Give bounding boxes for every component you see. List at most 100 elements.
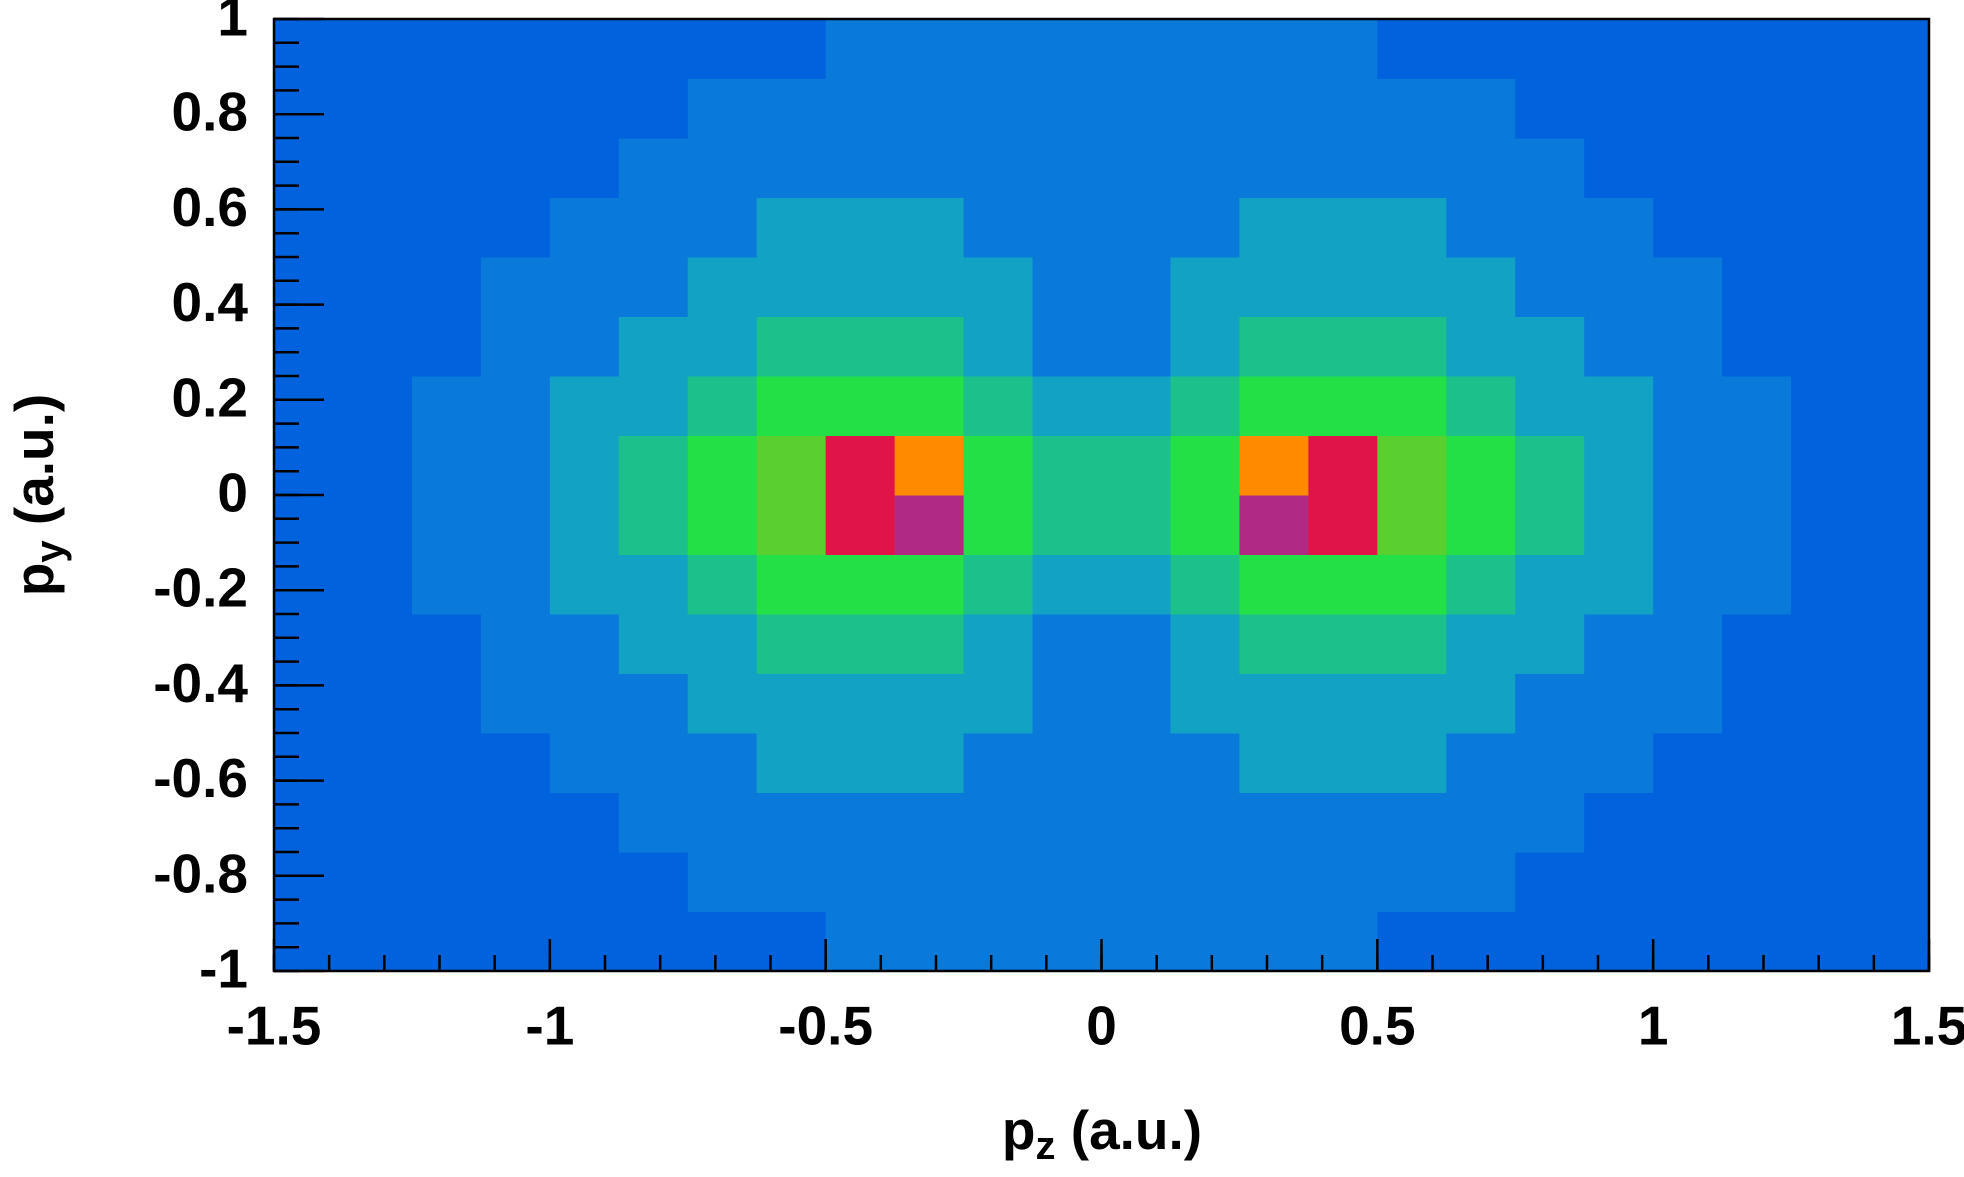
heatmap-cell (1722, 614, 1792, 674)
heatmap-cell (549, 435, 620, 496)
heatmap-cell (342, 197, 413, 258)
heatmap-cell (1101, 78, 1171, 139)
heatmap-cell (1791, 435, 1861, 496)
heatmap-cell (1515, 257, 1585, 317)
heatmap-cell (618, 78, 689, 139)
heatmap-cell (1722, 852, 1792, 912)
heatmap-cell (274, 495, 344, 555)
heatmap-cell (894, 673, 965, 734)
heatmap-cell (894, 733, 965, 793)
heatmap-cell (411, 197, 482, 258)
heatmap-cell (1515, 673, 1585, 734)
heatmap-cell (1032, 673, 1102, 734)
heatmap-cell (274, 852, 344, 912)
heatmap-cell (687, 733, 758, 793)
heatmap-cell (756, 316, 827, 377)
heatmap-cell (825, 257, 896, 317)
heatmap-cell (1239, 138, 1309, 198)
heatmap-cell (963, 852, 1034, 912)
heatmap-cell (963, 673, 1034, 734)
heatmap-cell (549, 852, 620, 912)
heatmap-cell (1791, 197, 1861, 258)
heatmap-cell (1515, 435, 1585, 496)
y-tick-label: -0.8 (153, 842, 248, 904)
heatmap-cell (894, 78, 965, 139)
heatmap-cell (1377, 19, 1447, 79)
heatmap-cell (411, 19, 482, 79)
heatmap-cell (1446, 78, 1516, 139)
heatmap-cell (1653, 435, 1723, 496)
heatmap-cell (1653, 911, 1723, 972)
heatmap-cell (687, 257, 758, 317)
heatmap-cell (549, 197, 620, 258)
heatmap-cell (1377, 614, 1447, 674)
heatmap-cell (1860, 435, 1930, 496)
heatmap-cell (1860, 673, 1930, 734)
heatmap-cell (1584, 316, 1654, 377)
y-tick-label: 0.8 (172, 81, 248, 143)
heatmap-cell (549, 733, 620, 793)
heatmap-cell (1653, 316, 1723, 377)
heatmap-cell (1515, 138, 1585, 198)
heatmap-cell (825, 435, 896, 496)
heatmap-cell (1584, 554, 1654, 615)
heatmap-cell (1308, 435, 1378, 496)
heatmap-cell (549, 257, 620, 317)
heatmap-cell (1101, 673, 1171, 734)
x-tick-label: 0.5 (1339, 995, 1415, 1057)
heatmap-cell (687, 673, 758, 734)
heatmap-cell (1308, 257, 1378, 317)
heatmap-cell (1308, 911, 1378, 972)
heatmap-cell (1653, 614, 1723, 674)
heatmap-cell (1653, 792, 1723, 853)
heatmap-cell (342, 673, 413, 734)
heatmap-cell (1239, 78, 1309, 139)
heatmap-cell (549, 495, 620, 555)
heatmap-cell (1101, 911, 1171, 972)
heatmap-cell (1653, 733, 1723, 793)
x-axis-label: pz (a.u.) (1002, 1099, 1202, 1168)
heatmap-cell (756, 435, 827, 496)
heatmap-cell (1722, 78, 1792, 139)
heatmap-cell (894, 138, 965, 198)
heatmap-cell (480, 614, 551, 674)
heatmap-cell (825, 197, 896, 258)
heatmap-cell (1584, 911, 1654, 972)
heatmap-cell (1446, 554, 1516, 615)
heatmap-cell (756, 673, 827, 734)
heatmap-cell (1722, 792, 1792, 853)
heatmap-cell (1791, 792, 1861, 853)
heatmap-cell (1860, 792, 1930, 853)
heatmap-cell (549, 554, 620, 615)
heatmap-cell (274, 792, 344, 853)
heatmap-cell (480, 673, 551, 734)
heatmap-cell (1515, 316, 1585, 377)
heatmap-cell (1101, 733, 1171, 793)
y-tick-label: 0 (217, 462, 248, 524)
heatmap-cell (411, 316, 482, 377)
heatmap-cell (963, 495, 1034, 555)
heatmap-cell (1584, 197, 1654, 258)
heatmap-cell (756, 197, 827, 258)
heatmap-cell (1170, 792, 1240, 853)
heatmap-cell (480, 19, 551, 79)
heatmap-cell (1653, 376, 1723, 436)
heatmap-cell (1584, 257, 1654, 317)
heatmap-cell (1239, 673, 1309, 734)
heatmap-cell (480, 138, 551, 198)
heatmap-cell (1170, 257, 1240, 317)
heatmap-cell (411, 852, 482, 912)
y-tick-label: 0.4 (172, 271, 249, 333)
heatmap-cell (342, 554, 413, 615)
heatmap-cell (1170, 78, 1240, 139)
heatmap-cell (756, 376, 827, 436)
heatmap-cell (1170, 435, 1240, 496)
heatmap-cell (1446, 852, 1516, 912)
heatmap-cell (1032, 376, 1102, 436)
x-tick-label: 1.5 (1891, 995, 1964, 1057)
y-tick-label: -1 (199, 938, 248, 1000)
heatmap-cell (1032, 852, 1102, 912)
heatmap-cell (411, 78, 482, 139)
heatmap-cell (687, 792, 758, 853)
heatmap-cell (1239, 19, 1309, 79)
